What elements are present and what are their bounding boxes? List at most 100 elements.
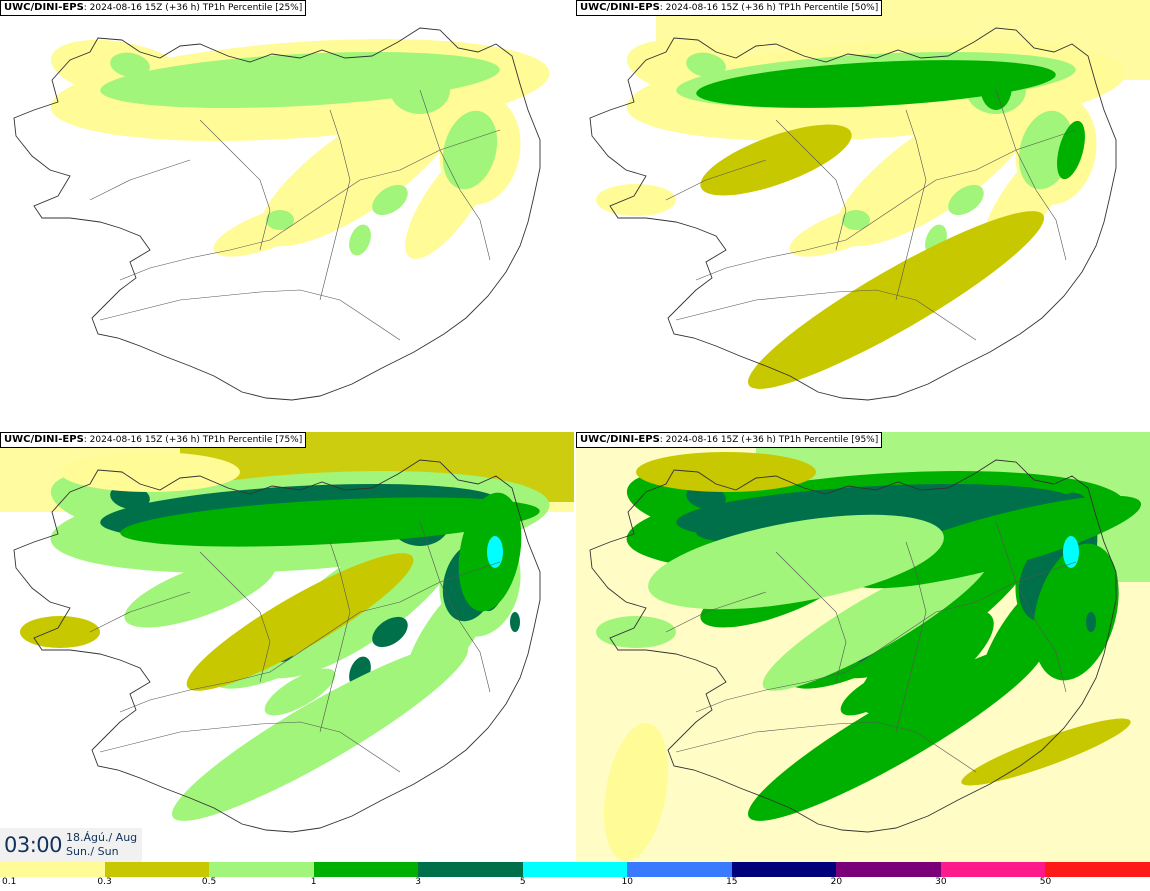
precip-area: [60, 452, 240, 492]
legend-tick-label: 10: [621, 877, 633, 887]
valid-date-line2: Sun./ Sun: [66, 845, 119, 858]
precip-map: [13, 27, 550, 401]
precip-area: [186, 553, 414, 691]
legend-tick-label: 3: [415, 877, 422, 887]
precip-max: [510, 612, 520, 632]
valid-date-line1: 18.Ágú./ Aug: [66, 831, 138, 844]
panel-title: UWC/DINI-EPS: 2024-08-16 15Z (+36 h) TP1…: [0, 432, 307, 448]
precip-area: [961, 718, 1131, 786]
legend-swatch: [940, 862, 1046, 877]
precip-area: [842, 210, 870, 230]
road-line: [119, 561, 501, 713]
precip-area: [266, 210, 294, 230]
road-line: [995, 521, 1067, 693]
precip-field: [596, 0, 1150, 389]
precip-area: [1057, 120, 1085, 180]
precip-area: [124, 556, 276, 628]
precip-max: [487, 536, 503, 568]
precip-area: [850, 495, 1142, 589]
precip-area: [686, 52, 726, 78]
legend-swatch: [104, 862, 210, 877]
precip-field: [0, 432, 574, 821]
legend-swatch: [731, 862, 837, 877]
road-line: [199, 119, 271, 251]
coastline: [589, 459, 1117, 833]
precip-area: [442, 110, 498, 190]
map-panel-p50: UWC/DINI-EPS: 2024-08-16 15Z (+36 h) TP1…: [576, 0, 1150, 430]
road-line: [119, 129, 501, 281]
road-line: [199, 551, 271, 683]
precip-area: [696, 60, 1056, 108]
road-line: [775, 551, 847, 683]
legend-tick-label: 20: [830, 877, 843, 887]
precip-area: [858, 609, 994, 715]
road-line: [895, 541, 927, 733]
valid-time: 03:00: [4, 833, 63, 857]
precip-area: [349, 224, 371, 256]
precip-area: [264, 668, 336, 716]
precip-area: [1033, 543, 1119, 681]
legend-swatch: [836, 862, 941, 877]
valid-time-box: 03:00 18.Ágú./ Aug Sun./ Sun: [0, 828, 142, 862]
panel-title: UWC/DINI-EPS: 2024-08-16 15Z (+36 h) TP1…: [576, 0, 883, 16]
legend-tick-label: 5: [519, 877, 526, 887]
precip-max: [1086, 612, 1096, 632]
legend-tick-label: 15: [726, 877, 738, 887]
precip-area: [596, 184, 676, 216]
map-panel-p95: UWC/DINI-EPS: 2024-08-16 15Z (+36 h) TP1…: [576, 432, 1150, 862]
legend-tick-label: 0.1: [2, 877, 17, 887]
road-line: [665, 159, 767, 201]
precip-area: [604, 722, 668, 862]
map-panel-p75: UWC/DINI-EPS: 2024-08-16 15Z (+36 h) TP1…: [0, 432, 574, 862]
precip-area: [372, 616, 408, 648]
precip-legend-bar: [0, 862, 1150, 877]
precip-field: [50, 39, 550, 259]
precip-area: [789, 203, 903, 257]
precip-area: [948, 631, 1044, 713]
legend-tick-label: 30: [935, 877, 947, 887]
road-line: [89, 591, 191, 633]
precip-area: [110, 52, 150, 78]
precip-area: [980, 62, 1012, 110]
legend-swatch: [1045, 862, 1150, 877]
coastline: [13, 27, 541, 401]
precip-field: [576, 432, 1150, 862]
road-line: [319, 109, 351, 301]
precip-legend-ticks: 0.1 0.3 0.5 1 3 5 10 15 20 30 50: [0, 877, 1150, 891]
road-line: [695, 129, 1077, 281]
road-line: [995, 89, 1067, 261]
road-line: [895, 109, 927, 301]
precip-area: [648, 514, 944, 610]
road-line: [675, 721, 977, 773]
legend-swatch: [313, 862, 419, 877]
legend-swatch: [209, 862, 314, 877]
panel-title: UWC/DINI-EPS: 2024-08-16 15Z (+36 h) TP1…: [576, 432, 883, 448]
road-line: [665, 591, 767, 633]
road-line: [99, 289, 401, 341]
precip-map: [0, 432, 574, 833]
valid-date: 18.Ágú./ Aug Sun./ Sun: [66, 831, 137, 859]
legend-swatch: [418, 862, 523, 877]
legend-tick-label: 0.3: [97, 877, 112, 887]
precip-area: [636, 452, 816, 492]
precip-area: [372, 184, 408, 216]
precip-area: [596, 616, 676, 648]
precip-map: [589, 0, 1150, 401]
road-line: [89, 159, 191, 201]
legend-tick-label: 0.5: [201, 877, 217, 887]
legend-tick-label: 1: [310, 877, 317, 887]
precip-area: [700, 124, 852, 196]
precip-area: [372, 631, 468, 713]
legend-swatch: [627, 862, 732, 877]
road-line: [419, 89, 491, 261]
precip-area: [120, 497, 540, 547]
coastline: [589, 27, 1117, 401]
road-line: [675, 289, 977, 341]
precip-area: [948, 184, 984, 216]
precip-area: [762, 553, 990, 691]
coastline: [13, 459, 541, 833]
road-line: [99, 721, 401, 773]
road-line: [775, 119, 847, 251]
precip-area: [20, 616, 100, 648]
legend-swatch: [522, 862, 628, 877]
